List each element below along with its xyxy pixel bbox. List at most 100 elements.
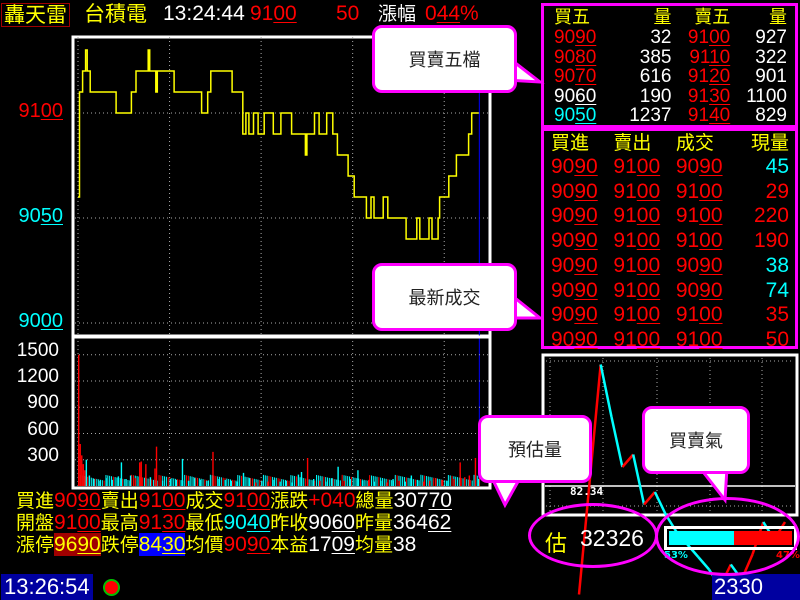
volume-bar bbox=[145, 464, 147, 486]
volume-bar bbox=[160, 475, 162, 486]
trade-volume: 29 bbox=[765, 179, 789, 203]
bid-price: 9080 bbox=[554, 46, 597, 68]
volume-bar bbox=[161, 480, 164, 486]
col-bid-vol: 量 bbox=[653, 7, 672, 28]
col-ask-vol: 量 bbox=[769, 7, 787, 28]
volume-bar bbox=[431, 477, 433, 486]
volume-bar bbox=[350, 476, 352, 486]
volume-bar bbox=[380, 480, 382, 486]
volume-bar bbox=[281, 479, 283, 486]
ask-price: 9140 bbox=[687, 105, 731, 126]
trade-row[interactable]: 9090 9100 9100 29 bbox=[551, 180, 789, 205]
trade-ask: 9100 bbox=[613, 155, 661, 178]
volume-bar bbox=[330, 478, 332, 486]
trade-row[interactable]: 9090 9100 9090 45 bbox=[551, 155, 789, 180]
volume-bar bbox=[181, 458, 184, 486]
power-bar-highlight bbox=[655, 497, 800, 576]
summary-label: 最高 bbox=[100, 512, 139, 534]
volume-bar bbox=[306, 458, 309, 486]
volume-bar bbox=[325, 477, 327, 486]
volume-bar bbox=[291, 482, 294, 486]
volume-bar bbox=[358, 478, 360, 486]
volume-bar bbox=[277, 478, 279, 486]
bid-volume: 190 bbox=[639, 85, 672, 107]
volume-axis-label: 600 bbox=[27, 419, 59, 440]
volume-bar bbox=[231, 479, 233, 486]
sentiment-line-segment bbox=[610, 416, 624, 468]
order-book-row[interactable]: 9090 32 9100 927 bbox=[554, 28, 787, 48]
order-book-row[interactable]: 9070 616 9120 901 bbox=[554, 67, 787, 87]
volume-bar bbox=[251, 478, 253, 486]
stock-code-input[interactable]: 2330 bbox=[712, 574, 800, 600]
ask-volume: 901 bbox=[755, 66, 787, 87]
volume-bar bbox=[99, 480, 101, 486]
trade-volume: 50 bbox=[765, 327, 789, 351]
volume-bar bbox=[173, 478, 175, 486]
ask-price: 9110 bbox=[689, 46, 731, 68]
summary-value: 38 bbox=[392, 533, 417, 556]
trade-row[interactable]: 9090 9100 9090 38 bbox=[551, 254, 789, 279]
volume-bar bbox=[398, 480, 400, 486]
volume-bar bbox=[186, 475, 188, 486]
volume-bar bbox=[479, 476, 481, 486]
volume-bar bbox=[288, 480, 290, 486]
trade-row[interactable]: 9090 9100 9100 35 bbox=[551, 303, 789, 328]
volume-bar bbox=[200, 479, 202, 486]
callout-trades: 最新成交 bbox=[372, 263, 517, 331]
volume-bar bbox=[87, 476, 89, 486]
volume-bar bbox=[462, 478, 464, 486]
volume-bar bbox=[257, 479, 259, 486]
stock-name[interactable]: 台積電 bbox=[84, 2, 147, 26]
volume-bar bbox=[442, 479, 444, 486]
order-book-row[interactable]: 9050 1237 9140 829 bbox=[554, 106, 787, 126]
volume-bar bbox=[391, 480, 393, 486]
volume-bar bbox=[381, 478, 383, 486]
volume-bar bbox=[259, 480, 261, 486]
volume-bar bbox=[323, 476, 325, 486]
volume-bar bbox=[357, 470, 359, 486]
trade-row[interactable]: 9090 9100 9100 50 bbox=[551, 328, 789, 353]
volume-bar bbox=[235, 480, 237, 486]
volume-bar bbox=[85, 459, 88, 486]
volume-bar bbox=[378, 477, 380, 486]
volume-axis-label: 1200 bbox=[16, 366, 59, 387]
order-book-row[interactable]: 9080 385 9110 322 bbox=[554, 46, 787, 68]
volume-bar bbox=[328, 477, 330, 486]
volume-bar bbox=[151, 479, 153, 486]
volume-bar bbox=[218, 479, 220, 486]
bid-price: 9070 bbox=[554, 66, 597, 87]
volume-chart-frame bbox=[71, 335, 492, 490]
price-line bbox=[78, 49, 480, 240]
volume-bar bbox=[82, 464, 84, 486]
volume-bar bbox=[96, 478, 98, 486]
trade-row[interactable]: 9090 9100 9100 220 bbox=[551, 204, 789, 229]
status-indicator-icon bbox=[103, 579, 120, 596]
volume-bar bbox=[283, 479, 285, 486]
trade-ask: 9100 bbox=[613, 253, 661, 277]
volume-bar bbox=[396, 475, 398, 486]
trade-row[interactable]: 9090 9100 9090 74 bbox=[551, 279, 789, 304]
summary-value: 9100 bbox=[223, 489, 271, 512]
volume-bar bbox=[370, 475, 372, 486]
volume-bar bbox=[138, 476, 140, 486]
volume-bar bbox=[129, 480, 131, 486]
volume-bar bbox=[169, 479, 171, 486]
volume-bar bbox=[236, 481, 239, 486]
volume-bar bbox=[361, 480, 364, 486]
volume-bar bbox=[317, 475, 319, 486]
volume-bar bbox=[267, 481, 269, 486]
volume-bar bbox=[268, 476, 270, 486]
volume-bar bbox=[215, 476, 217, 486]
volume-bar bbox=[262, 474, 264, 486]
volume-chart[interactable] bbox=[71, 335, 492, 490]
volume-bar bbox=[336, 479, 338, 486]
volume-bar bbox=[134, 478, 136, 486]
trade-row[interactable]: 9090 9100 9100 190 bbox=[551, 229, 789, 254]
order-book-row[interactable]: 9060 190 9130 1100 bbox=[554, 85, 787, 107]
summary-label: 買進 bbox=[16, 490, 55, 512]
volume-bar bbox=[132, 475, 134, 486]
volume-bar bbox=[343, 480, 345, 486]
trade-volume: 220 bbox=[753, 204, 789, 228]
ask-volume: 1100 bbox=[746, 85, 787, 107]
bid-price: 9090 bbox=[554, 27, 597, 48]
